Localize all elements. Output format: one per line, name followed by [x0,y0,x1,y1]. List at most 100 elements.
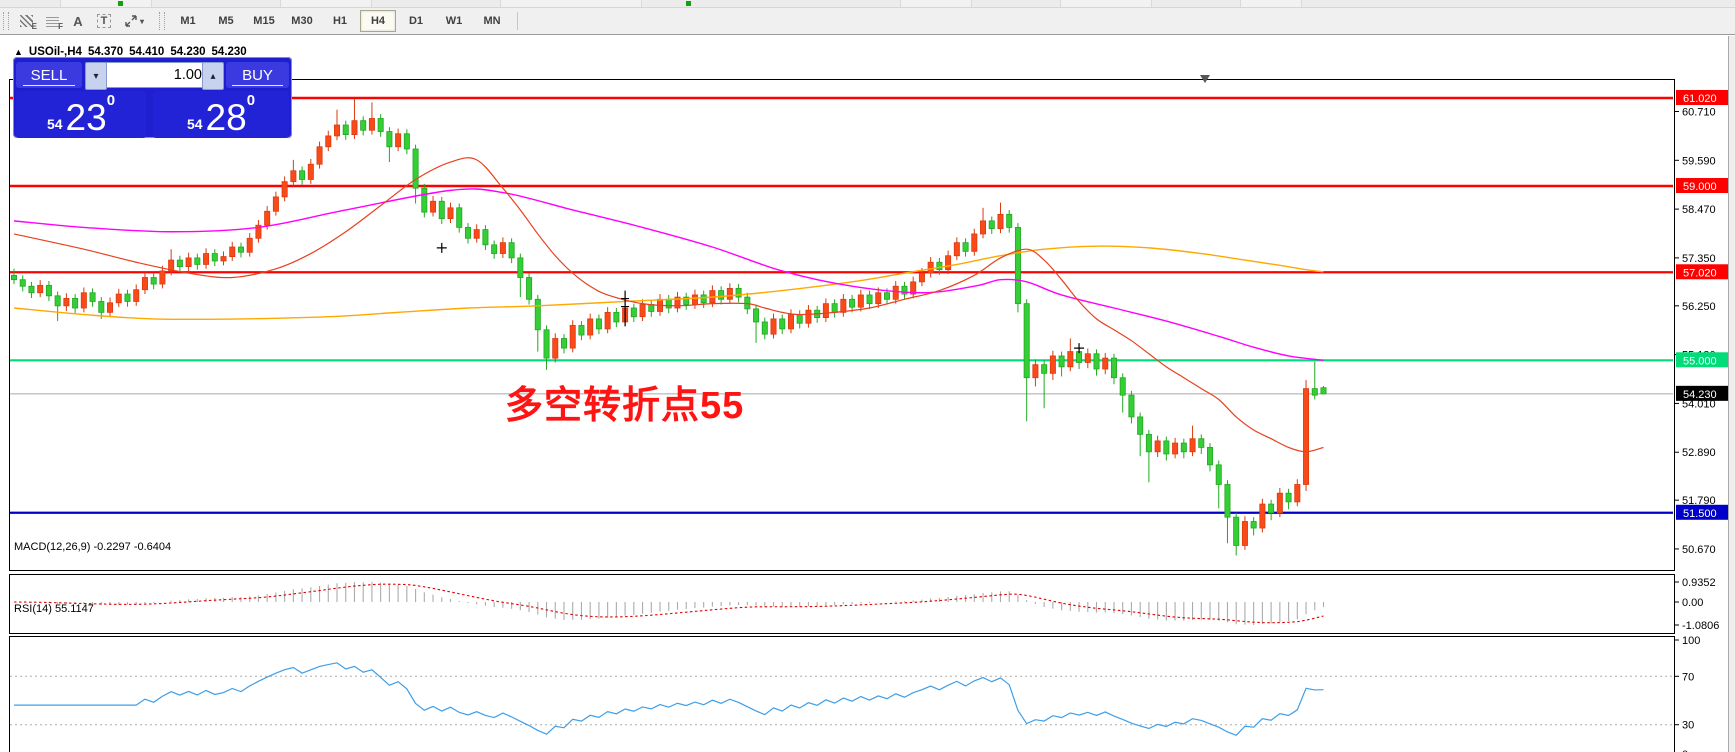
candle [438,196,445,224]
candle [1259,498,1266,533]
candles-layer [10,98,1327,556]
timeframe-button-m5[interactable]: M5 [218,15,234,27]
candle [1049,350,1056,380]
candle [72,294,79,314]
chart-shift-marker[interactable] [1200,75,1210,83]
arrows-glyph [125,15,137,27]
ma-fast-line [13,157,1324,453]
top-strip-segment [900,0,972,7]
candle [1041,360,1048,409]
candle [1224,480,1231,544]
candle [447,202,454,224]
candle [1067,338,1074,372]
timeframe-button-mn[interactable]: MN [483,15,501,27]
candle [255,219,262,243]
timeframe-button-w1[interactable]: W1 [445,15,463,27]
candle [499,237,506,258]
rsi-label: RSI(14) 55.1147 [14,603,94,615]
candle [552,333,559,363]
candle [386,127,393,163]
buy-price-display[interactable]: 54 28 0 [153,91,289,138]
candle [325,130,332,152]
candle [185,252,192,271]
price-tick-label: 60.710 [1682,107,1716,119]
top-strip-segment [1240,0,1302,7]
candle [150,273,157,290]
timeframe-button-d1[interactable]: D1 [408,15,424,27]
cross-marker[interactable] [1074,343,1085,354]
candle [299,166,306,185]
candle [203,248,210,269]
ohlc-high: 54.410 [129,46,165,58]
candle [1294,479,1301,507]
fibonacci-grid-icon[interactable]: F [39,10,65,32]
candle [735,284,742,303]
candle [45,280,52,302]
crayon-draw-icon[interactable]: E [13,10,39,32]
price-tick-label: 51.790 [1682,495,1716,507]
arrows-tool-icon[interactable]: ▾ [117,10,151,32]
rsi-panel[interactable] [9,636,1675,752]
candle [1110,353,1117,385]
macd-tick-label: 0.00 [1682,597,1703,609]
timeframe-button-h1[interactable]: H1 [332,15,348,27]
chart-title: ▲ USOil-,H4 54.370 54.410 54.230 54.230 [14,46,247,58]
sell-button[interactable]: SELL [16,62,82,88]
collapse-icon[interactable]: ▲ [14,47,23,57]
candle [473,224,480,243]
candle [1093,349,1100,376]
candle [1102,352,1109,375]
sell-price-main: 23 [65,97,107,138]
hline-badge-bg [1676,178,1730,194]
toolbar-grip-2[interactable] [159,12,165,30]
candle [464,223,471,244]
candle [63,293,70,312]
candle [1320,385,1327,395]
candle [560,334,567,354]
chart-zone[interactable]: 60.71059.59058.47057.35056.25055.13054.0… [0,36,1735,752]
text-label-icon[interactable]: A [73,13,83,29]
candle [726,283,733,304]
candle [246,233,253,257]
candle [342,120,349,140]
sell-price-display[interactable]: 54 23 0 [16,91,146,138]
vertical-scrollbar[interactable] [1728,36,1735,752]
rsi-tick-label: 30 [1682,720,1694,732]
volume-decrease-button[interactable]: ▾ [85,62,107,90]
chart-canvas[interactable]: 60.71059.59058.47057.35056.25055.13054.0… [0,36,1735,752]
candle [587,313,594,340]
cross-marker[interactable] [436,242,447,253]
main-chart-panel[interactable] [9,79,1675,571]
candle [1241,516,1248,550]
candle [377,114,384,137]
candle [421,183,428,218]
hline-badge: 61.020 [1683,93,1717,105]
volume-increase-button[interactable]: ▴ [202,62,224,90]
sell-price-sup: 0 [106,92,116,109]
candle [1268,499,1275,521]
toolbar-grip[interactable] [3,12,9,30]
candle [237,242,244,258]
candle [700,290,707,309]
candle [281,176,288,202]
volume-input[interactable]: 1.00 [106,62,209,88]
timeframe-button-h4[interactable]: H4 [360,10,396,32]
text-tool-icon[interactable]: T [91,10,117,32]
top-strip-segment [1060,0,1152,7]
timeframe-button-m30[interactable]: M30 [291,15,313,27]
chart-annotation-text: 多空转折点55 [505,385,745,427]
timeframe-button-m15[interactable]: M15 [253,15,275,27]
candle [613,308,620,328]
candle [19,275,26,292]
candle [534,294,541,352]
tack-marker[interactable] [621,290,630,327]
candle [1032,359,1039,387]
buy-button[interactable]: BUY [226,62,289,88]
macd-panel[interactable] [9,574,1675,634]
timeframe-button-m1[interactable]: M1 [180,15,196,27]
candle [962,238,969,257]
hline-badge: 59.000 [1683,181,1717,193]
candle [1014,223,1021,313]
ma-slow-line [13,245,1324,321]
status-dot [686,1,691,6]
